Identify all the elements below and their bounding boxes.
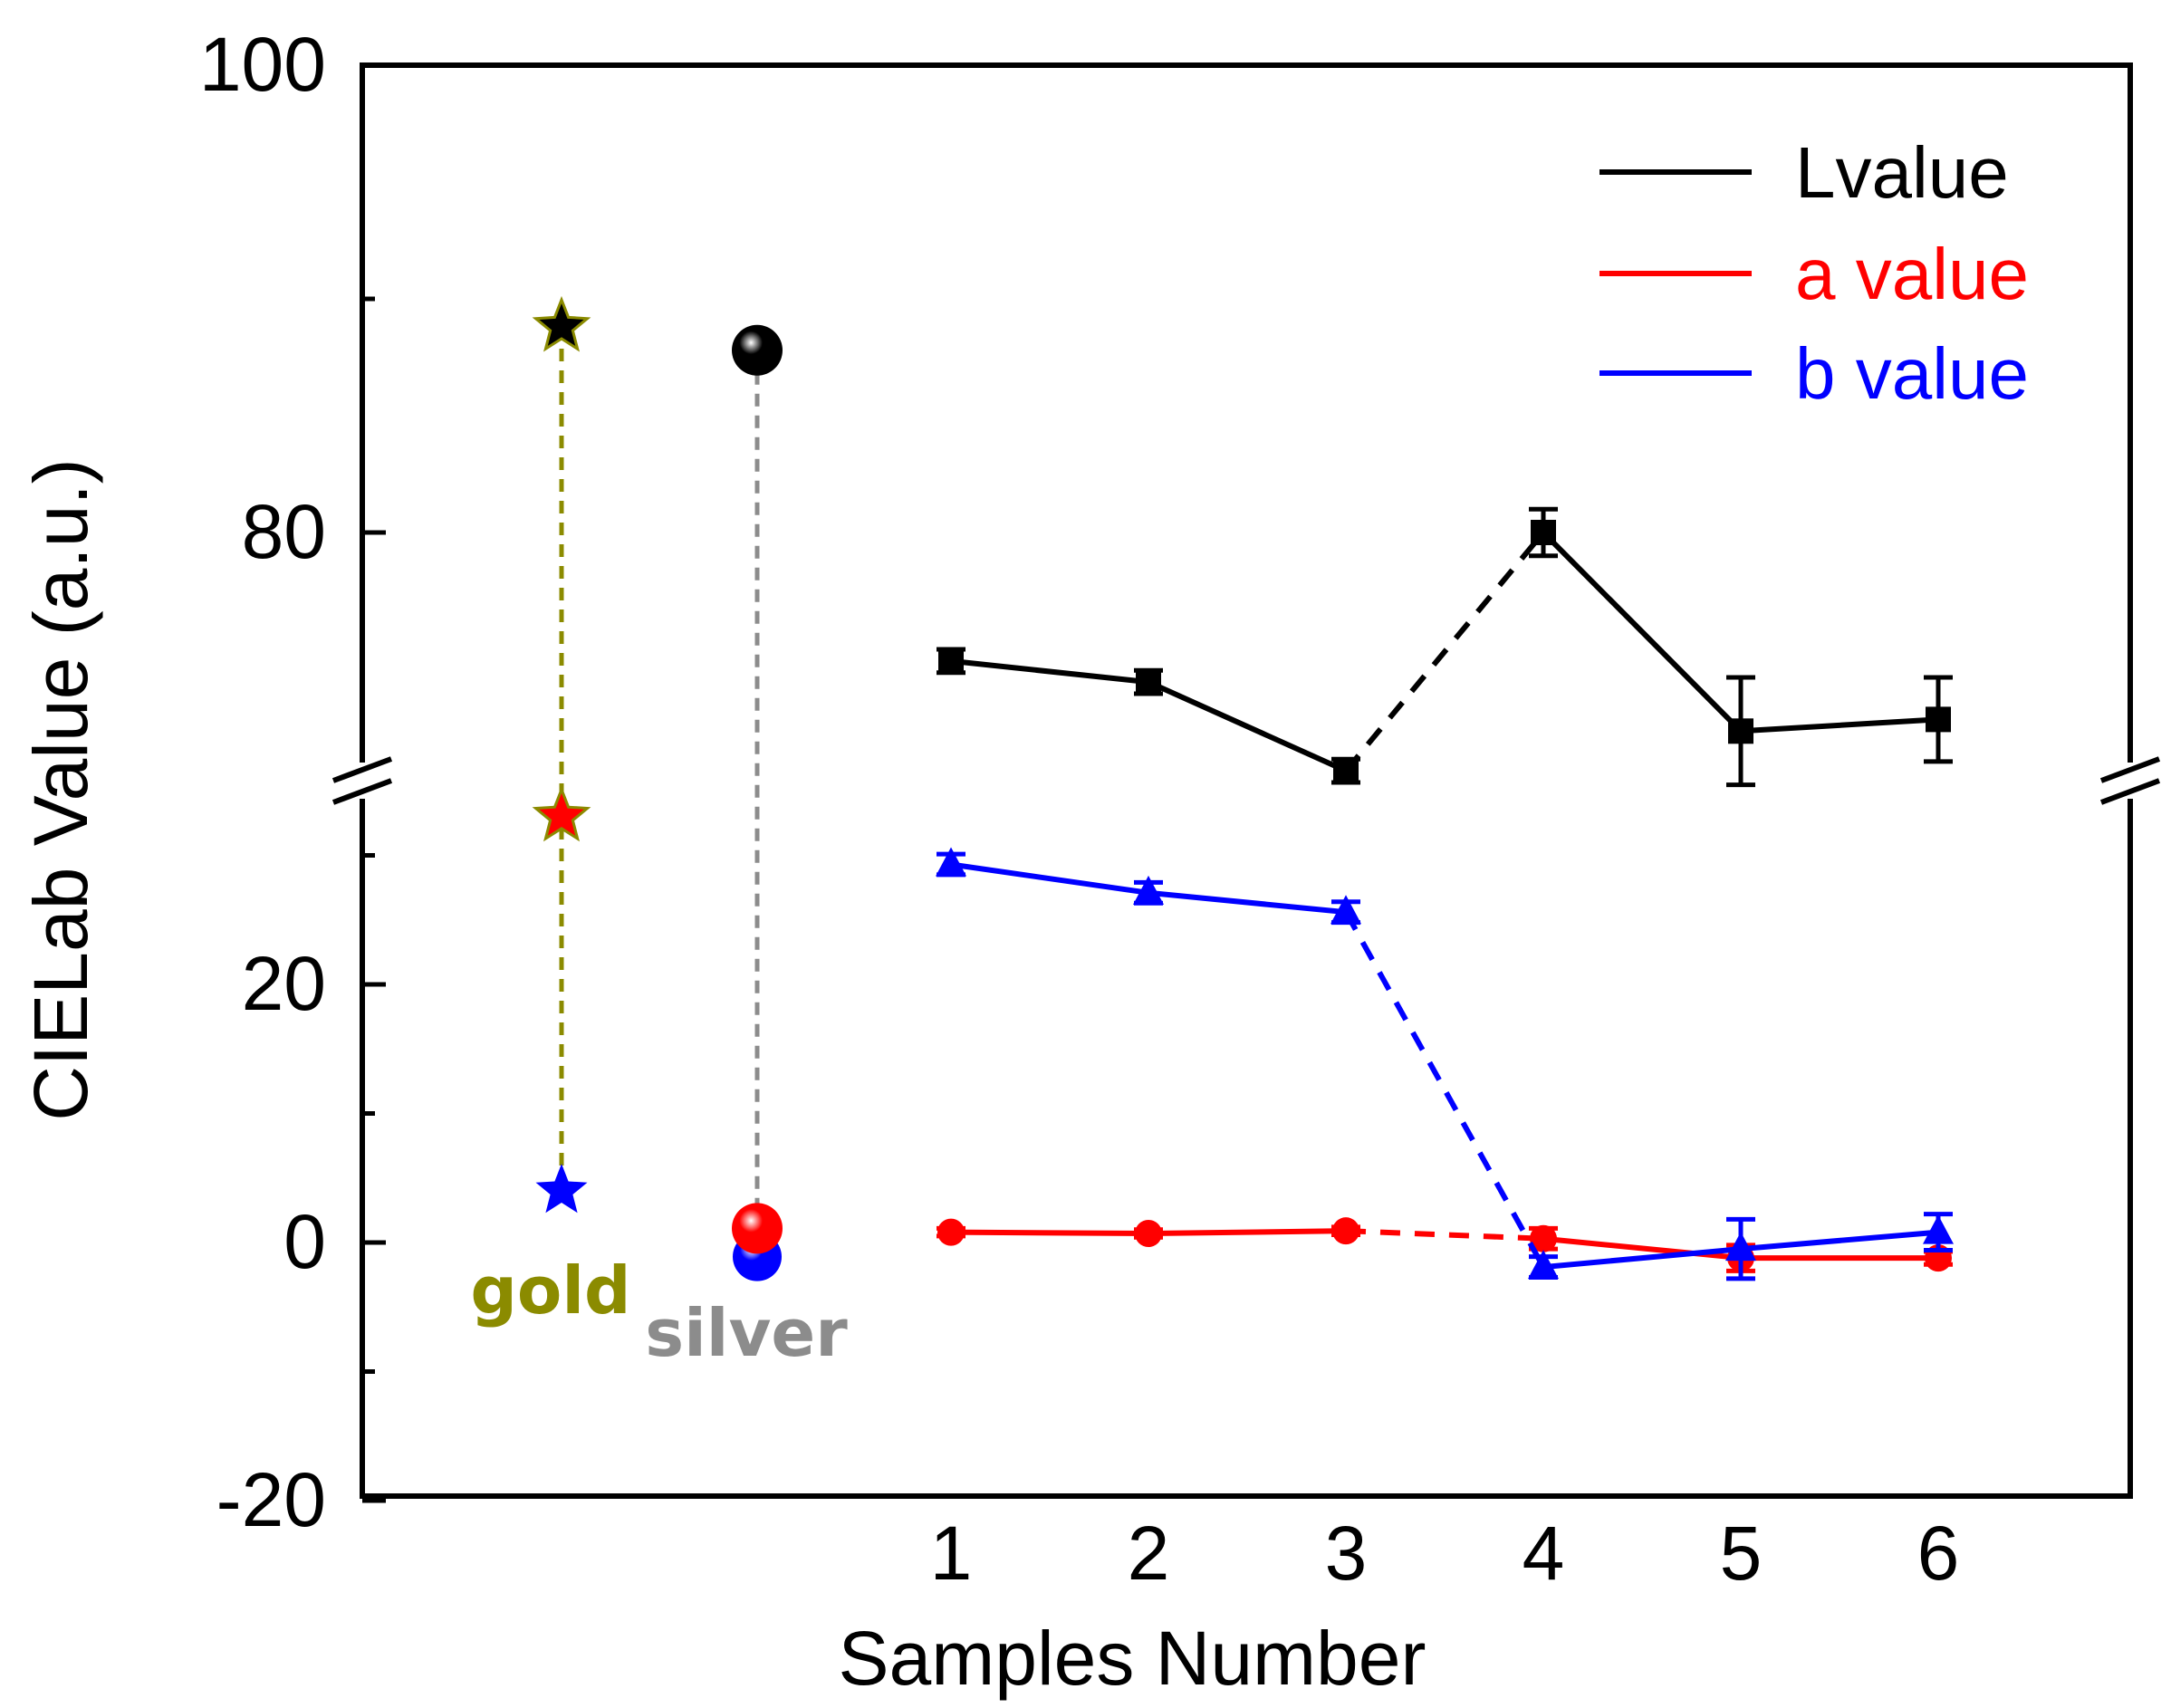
series-b-value-segment (1740, 1229, 1939, 1252)
point-a-value-3 (1332, 1217, 1359, 1245)
series-b-value (936, 847, 1954, 1281)
series-lvalue (937, 506, 1953, 788)
series-b-value-segment (1343, 910, 1546, 1269)
series-a-value-segment (1148, 1228, 1347, 1237)
data-series (936, 506, 1954, 1281)
legend-label-a-value: a value (1795, 234, 2029, 314)
reference-silver-a-sphere (732, 1203, 783, 1254)
x-tick-label-3: 3 (1325, 1511, 1368, 1596)
point-b-value-2 (1133, 875, 1164, 905)
reference-label-silver: silver (645, 1295, 848, 1371)
series-lvalue-segment (950, 657, 1149, 686)
reference-label-gold: gold (470, 1252, 630, 1329)
y-axis-ticks (362, 62, 386, 1503)
y-tick-labels: 100 80 20 0 -20 (199, 22, 326, 1542)
point-lvalue-3 (1333, 758, 1359, 784)
reference-gold-b-star (535, 1164, 588, 1214)
y-tick-label-minus-20: -20 (216, 1457, 326, 1542)
reference-silver (732, 324, 783, 1281)
reference-samples (532, 295, 783, 1281)
series-b-value-segment (950, 861, 1149, 896)
point-lvalue-4 (1531, 520, 1556, 545)
x-tick-label-1: 1 (930, 1511, 973, 1596)
plot-frame (331, 62, 2161, 1503)
legend: Lvalue a value b value (1599, 132, 2029, 414)
series-lvalue-segment (1740, 716, 1939, 734)
reference-gold-l-star (532, 295, 591, 352)
series-lvalue-segment (1541, 530, 1744, 734)
point-b-value-5 (1725, 1232, 1756, 1262)
legend-label-b-value: b value (1795, 333, 2029, 414)
x-tick-label-5: 5 (1720, 1511, 1763, 1596)
y-tick-label-20: 20 (242, 941, 326, 1026)
y-tick-label-100: 100 (199, 22, 326, 107)
series-a-value-segment (1542, 1235, 1742, 1262)
series-b-value-segment (1542, 1246, 1742, 1271)
reference-silver-l-sphere (732, 324, 783, 376)
y-tick-label-0: 0 (283, 1199, 326, 1284)
point-b-value-6 (1923, 1214, 1954, 1244)
x-tick-labels: 1 2 3 4 5 6 (930, 1511, 1960, 1596)
legend-label-lvalue: Lvalue (1795, 132, 2009, 213)
point-b-value-1 (936, 847, 966, 877)
point-a-value-4 (1530, 1224, 1557, 1252)
x-tick-label-6: 6 (1917, 1511, 1960, 1596)
series-b-value-segment (1148, 889, 1347, 916)
point-a-value-1 (937, 1218, 965, 1246)
point-lvalue-6 (1926, 706, 1951, 733)
reference-gold-a-star (532, 785, 591, 842)
point-b-value-4 (1528, 1250, 1559, 1280)
y-tick-label-80: 80 (242, 489, 326, 574)
point-a-value-2 (1135, 1220, 1162, 1248)
axis-break-slash (2099, 756, 2161, 783)
y-axis-title: CIELab Value (a.u.) (18, 458, 103, 1121)
series-a-value-segment (1345, 1228, 1544, 1242)
series-lvalue-segment (1147, 679, 1348, 773)
axis-break-slash (331, 756, 393, 783)
axis-break-slash (2099, 778, 2161, 805)
x-axis-title: Samples Number (839, 1616, 1427, 1701)
point-lvalue-1 (938, 648, 964, 674)
series-lvalue-segment (1343, 531, 1546, 773)
axis-break-marks (331, 756, 2161, 805)
x-tick-label-4: 4 (1523, 1511, 1565, 1596)
reference-gold (532, 295, 591, 1214)
point-lvalue-5 (1728, 718, 1753, 744)
point-b-value-3 (1330, 895, 1361, 925)
x-tick-label-2: 2 (1128, 1511, 1170, 1596)
point-lvalue-2 (1136, 669, 1161, 696)
axis-break-slash (331, 778, 393, 805)
